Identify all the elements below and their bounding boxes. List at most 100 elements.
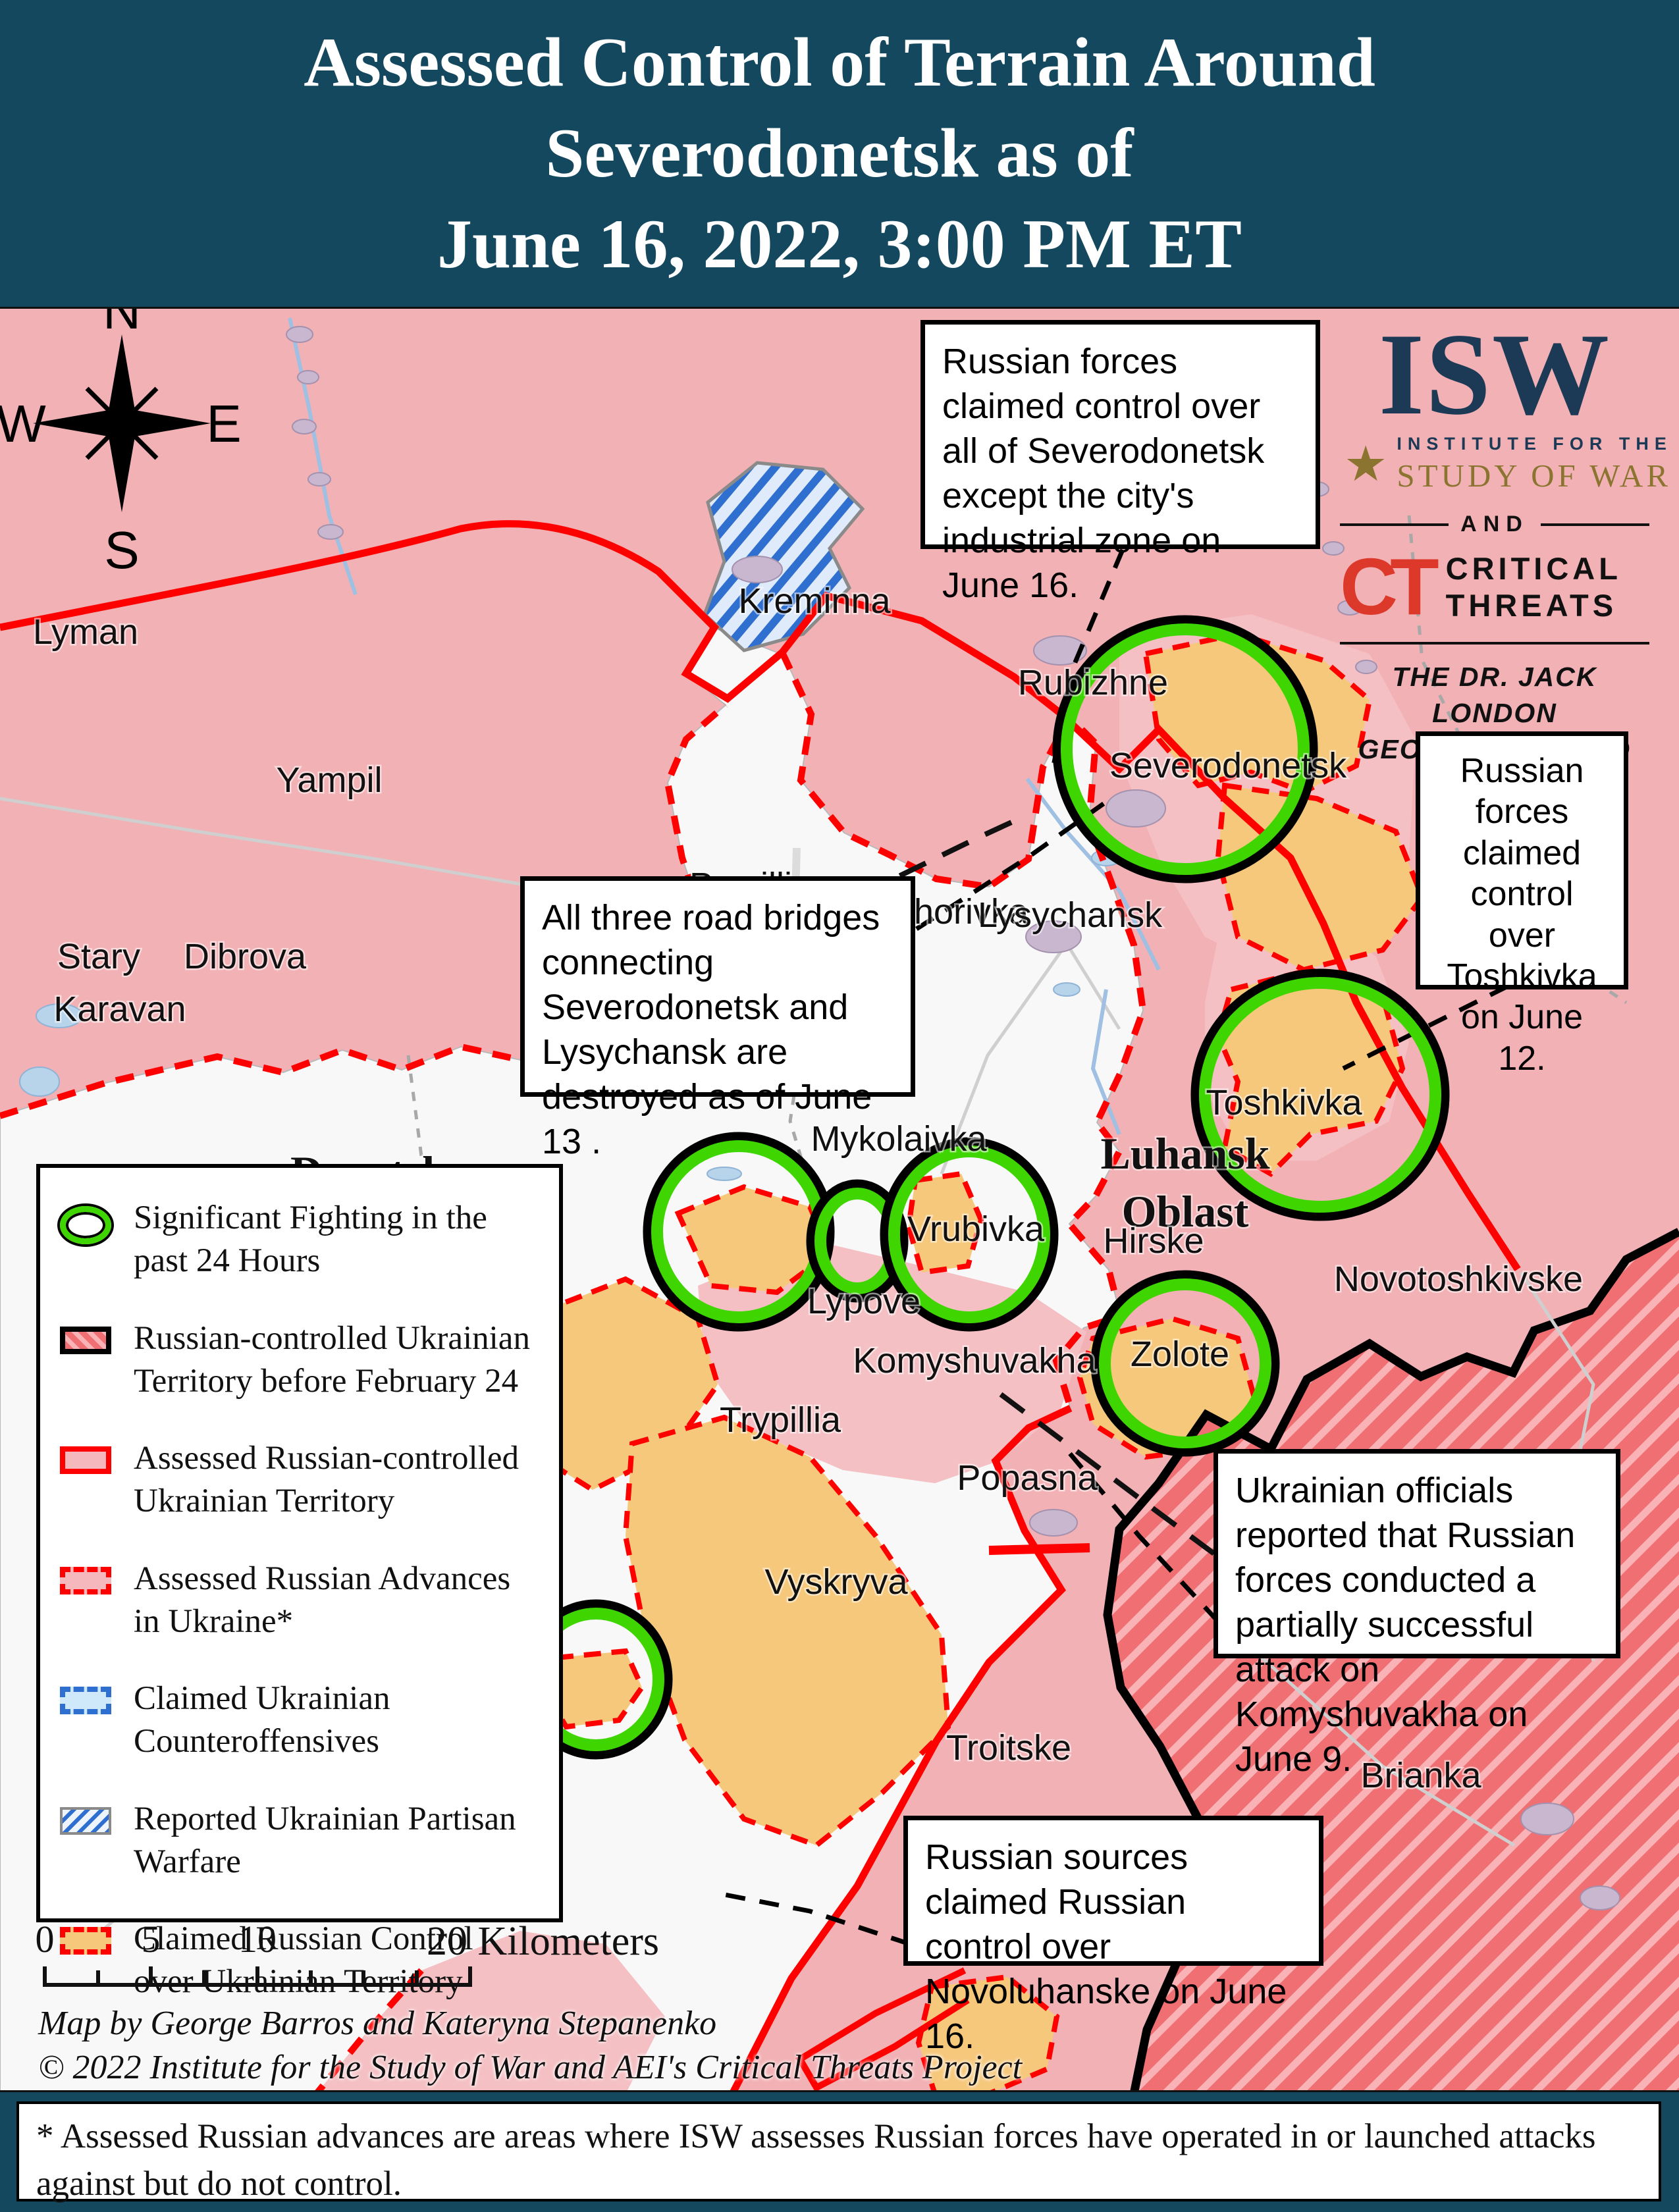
map-label-stary: Stary [57, 937, 140, 976]
map-label-trypillia: Trypillia [720, 1400, 841, 1440]
scale-unit-label: 20 Kilometers [427, 1919, 659, 1964]
place-labels-layer: Lyman Kreminna Rubizhne Yampil Stary Karavan D… [31, 580, 1584, 1797]
legend-item-label: Claimed Ukrainian Counteroffensives [134, 1680, 390, 1760]
attribution-line2: © 2022 Institute for the Study of War an… [38, 2049, 1023, 2086]
callout-severodonetsk: Russian forces claimed control over all … [920, 320, 1320, 605]
map-label-komyshuvakha: Komyshuvakha [853, 1341, 1096, 1381]
counter-legend-icon [60, 1687, 111, 1715]
isw-wordmark: ISW [1378, 309, 1611, 439]
legend-item-counter: Claimed Ukrainian Counteroffensives [56, 1677, 541, 1764]
compass-e: E [206, 394, 241, 453]
oblast-boundary-dashed-south [999, 1392, 1219, 1558]
advance-legend-icon [60, 1566, 111, 1594]
front-lines-layer [0, 520, 1521, 2090]
map-label-rubizhne: Rubizhne [1018, 663, 1168, 702]
map-label-lypove: Lypove [807, 1282, 920, 1321]
partisan-warfare-area [703, 461, 865, 652]
map-label-toshkivka: Toshkivka [1206, 1083, 1362, 1122]
compass-w: W [0, 394, 46, 453]
map-label-oblast: Oblast [1122, 1186, 1249, 1236]
fighting-circle-toshkivka [1199, 977, 1441, 1213]
footnote-text: * Assessed Russian advances are areas wh… [16, 2101, 1661, 2203]
red-solid-front-north [0, 520, 1521, 1272]
map-label-brianka: Brianka [1360, 1756, 1481, 1795]
fighting-circle-outline-toshkivka [1190, 968, 1450, 1221]
scale-5: 5 [142, 1918, 161, 1961]
fighting-circle-vrubivka [888, 1146, 1050, 1323]
critical-threats-wordmark: CRITICAL THREATS [1445, 551, 1622, 623]
legend-item-label: Assessed Russian-controlled Ukrainian Te… [134, 1440, 520, 1520]
red-dashed-bottom-wedge [315, 1968, 424, 2090]
fighting-circle-outline-zolote [1090, 1270, 1280, 1457]
map-label-novotoshkivske: Novotoshkivske [1334, 1259, 1583, 1299]
map-label-severodonetsk: Severodonetsk [1109, 746, 1347, 785]
map-label-zolote: Zolote [1131, 1334, 1229, 1374]
scale-10: 10 [238, 1918, 277, 1961]
red-dashed-advance-east [779, 650, 1147, 1409]
assessed-legend-icon [60, 1446, 111, 1475]
page-title-line1: Assessed Control of Terrain Around [304, 24, 1375, 101]
scale-0: 0 [36, 1918, 55, 1961]
prefeb-legend-icon [60, 1326, 111, 1354]
map-label-lysychansk: Lysychansk [978, 895, 1163, 935]
map-canvas: N S W E 0 5 10 20 Kilometers Lyman Kremin… [0, 307, 1679, 2092]
compass-n: N [103, 309, 141, 340]
legend-item-label: Reported Ukrainian Partisan Warfare [134, 1800, 516, 1880]
claimed-legend-icon [60, 1927, 111, 1955]
callout-toshkivka: Russian forces claimed control over Tosh… [1416, 731, 1628, 1078]
isw-ct-logo: ISW ★ INSTITUTE FOR THE STUDY OF WAR AND… [1340, 309, 1668, 768]
attribution-line1: Map by George Barros and Kateryna Stepan… [38, 2005, 717, 2042]
fighting-circle-outline-mykolaivka-west [643, 1132, 835, 1332]
red-solid-hook [795, 1967, 970, 2090]
scale-bar: 0 5 10 20 Kilometers [36, 1918, 659, 1987]
fighting-circle-outline-severodonetsk [1052, 615, 1318, 883]
page-title-line2: Severodonetsk as of [545, 115, 1134, 192]
red-solid-front-southwest [730, 1405, 1073, 2090]
map-label-vrubivka: Vrubivka [907, 1209, 1045, 1249]
fighting-circle-outline-vrubivka [880, 1137, 1059, 1332]
legend-item-fighting: Significant Fighting in the past 24 Hour… [56, 1197, 541, 1283]
footer-bar: * Assessed Russian advances are areas wh… [0, 2092, 1679, 2212]
isw-institute-text: INSTITUTE FOR THE [1397, 434, 1672, 454]
map-label-yampil: Yampil [276, 760, 382, 800]
callout-bridges: All three road bridges connecting Severo… [520, 876, 915, 1161]
compass-s: S [104, 521, 139, 579]
callout-komyshuvakha: Ukrainian officials reported that Russia… [1213, 1449, 1620, 1779]
critical-threats-ct-icon: CT [1340, 542, 1439, 632]
legend-item-partisan: Reported Ukrainian Partisan Warfare [56, 1798, 541, 1884]
compass-rose: N S W E [0, 309, 242, 579]
legend-item-label: Significant Fighting in the past 24 Hour… [134, 1199, 487, 1280]
map-label-dibrova: Dibrova [184, 937, 307, 976]
red-dashed-advance-west [0, 702, 728, 1119]
legend-item-assessed: Assessed Russian-controlled Ukrainian Te… [56, 1437, 541, 1523]
page-title-line3: June 16, 2022, 3:00 PM ET [437, 205, 1242, 282]
legend-item-label: Assessed Russian Advances in Ukraine* [134, 1560, 511, 1640]
isw-star-icon: ★ [1344, 436, 1388, 491]
legend-item-advance: Assessed Russian Advances in Ukraine* [56, 1558, 541, 1644]
leader-lines-layer [714, 548, 1509, 1947]
fighting-circle-severodonetsk [1061, 623, 1310, 875]
partisan-legend-icon [60, 1806, 111, 1835]
legend-item-claimed: Claimed Russian Control over Ukrainian T… [56, 1918, 541, 2004]
isw-study-of-war-text: STUDY OF WAR [1397, 458, 1672, 494]
fighting-circle-zolote [1099, 1278, 1271, 1448]
legend: Significant Fighting in the past 24 Hour… [36, 1164, 563, 2000]
fighting-legend-icon [60, 1206, 111, 1244]
fighting-circle-outline-lypove-small [806, 1179, 909, 1303]
map-label-lyman: Lyman [33, 612, 138, 652]
map-label-karavan: Karavan [53, 989, 186, 1029]
title-banner: Assessed Control of Terrain Around Sever… [0, 0, 1679, 307]
map-label-mykolaivka: Mykolaivka [811, 1119, 987, 1159]
map-label-troitske: Troitske [946, 1728, 1071, 1768]
map-label-popasna: Popasna [957, 1458, 1098, 1498]
map-label-hirske: Hirske [1103, 1221, 1204, 1261]
logo-and-divider: AND [1340, 512, 1650, 537]
map-label-luhansk: Luhansk [1100, 1128, 1269, 1178]
legend-item-label: Russian-controlled Ukrainian Territory b… [134, 1319, 530, 1400]
map-label-vyskryva: Vyskryva [764, 1562, 908, 1602]
callout-novoluhanske: Russian sources claimed Russian control … [903, 1816, 1323, 2056]
red-solid-komyshuvakha [988, 1543, 1090, 1555]
legend-item-label: Claimed Russian Control over Ukrainian T… [134, 1920, 473, 2001]
map-label-kreminna: Kreminna [738, 581, 891, 621]
legend-item-prefeb: Russian-controlled Ukrainian Territory b… [56, 1317, 541, 1404]
